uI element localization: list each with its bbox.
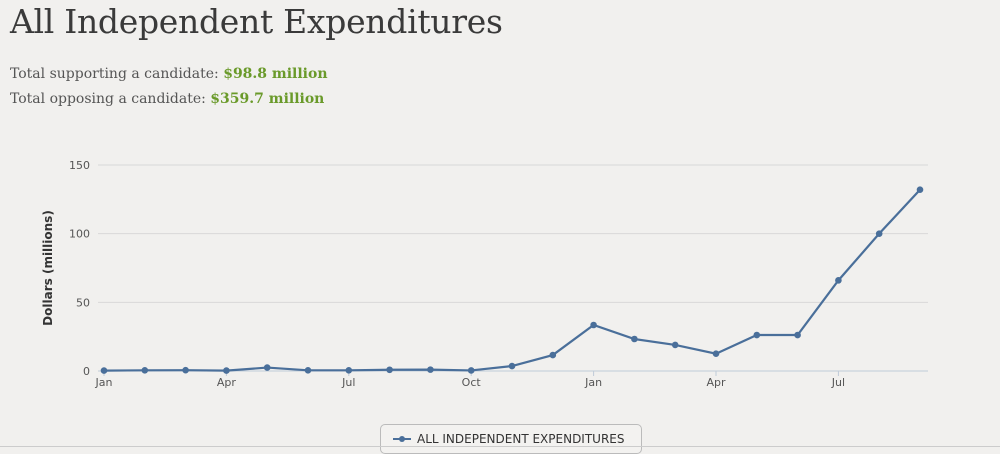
data-point — [753, 331, 761, 339]
total-supporting: Total supporting a candidate: $98.8 mill… — [10, 66, 328, 82]
divider — [0, 446, 1000, 447]
data-point — [549, 351, 557, 359]
total-opposing: Total opposing a candidate: $359.7 milli… — [10, 91, 324, 107]
y-tick-label: 100 — [69, 228, 90, 241]
y-tick-label: 150 — [69, 159, 90, 172]
data-point — [263, 364, 271, 371]
data-point — [875, 230, 883, 237]
data-point — [427, 366, 434, 373]
data-point — [794, 331, 801, 339]
x-tick-label: Jan — [584, 376, 602, 389]
y-axis-label: Dollars (millions) — [41, 210, 55, 326]
data-point — [508, 362, 516, 370]
data-point — [631, 335, 638, 343]
data-point — [590, 321, 597, 329]
legend-label: ALL INDEPENDENT EXPENDITURES — [417, 432, 625, 446]
data-point — [304, 367, 312, 374]
series-line — [103, 188, 921, 372]
opposing-label: Total opposing a candidate: — [10, 91, 206, 107]
page-title: All Independent Expenditures — [10, 2, 503, 41]
legend-item-all-independent-expenditures[interactable]: ALL INDEPENDENT EXPENDITURES — [380, 424, 642, 454]
data-point — [916, 186, 924, 194]
data-point — [467, 367, 475, 374]
data-point — [345, 367, 353, 374]
x-tick-label: Jul — [831, 376, 845, 389]
data-point — [141, 367, 149, 374]
data-point — [100, 367, 108, 374]
data-point — [712, 350, 720, 357]
y-tick-label: 0 — [83, 365, 90, 378]
x-tick-label: Jan — [95, 376, 113, 389]
x-tick-label: Apr — [706, 376, 726, 389]
opposing-value: $359.7 million — [210, 91, 325, 107]
x-tick-label: Oct — [462, 376, 482, 389]
data-point — [182, 366, 189, 374]
x-tick-label: Apr — [217, 376, 237, 389]
y-tick-label: 50 — [76, 296, 90, 309]
data-point — [223, 367, 230, 374]
data-point — [835, 277, 842, 284]
data-point — [671, 341, 679, 349]
supporting-label: Total supporting a candidate: — [10, 66, 219, 82]
x-tick-label: Jul — [341, 376, 355, 389]
data-point — [386, 366, 393, 374]
supporting-value: $98.8 million — [223, 66, 328, 82]
line-marker-icon — [393, 434, 411, 444]
